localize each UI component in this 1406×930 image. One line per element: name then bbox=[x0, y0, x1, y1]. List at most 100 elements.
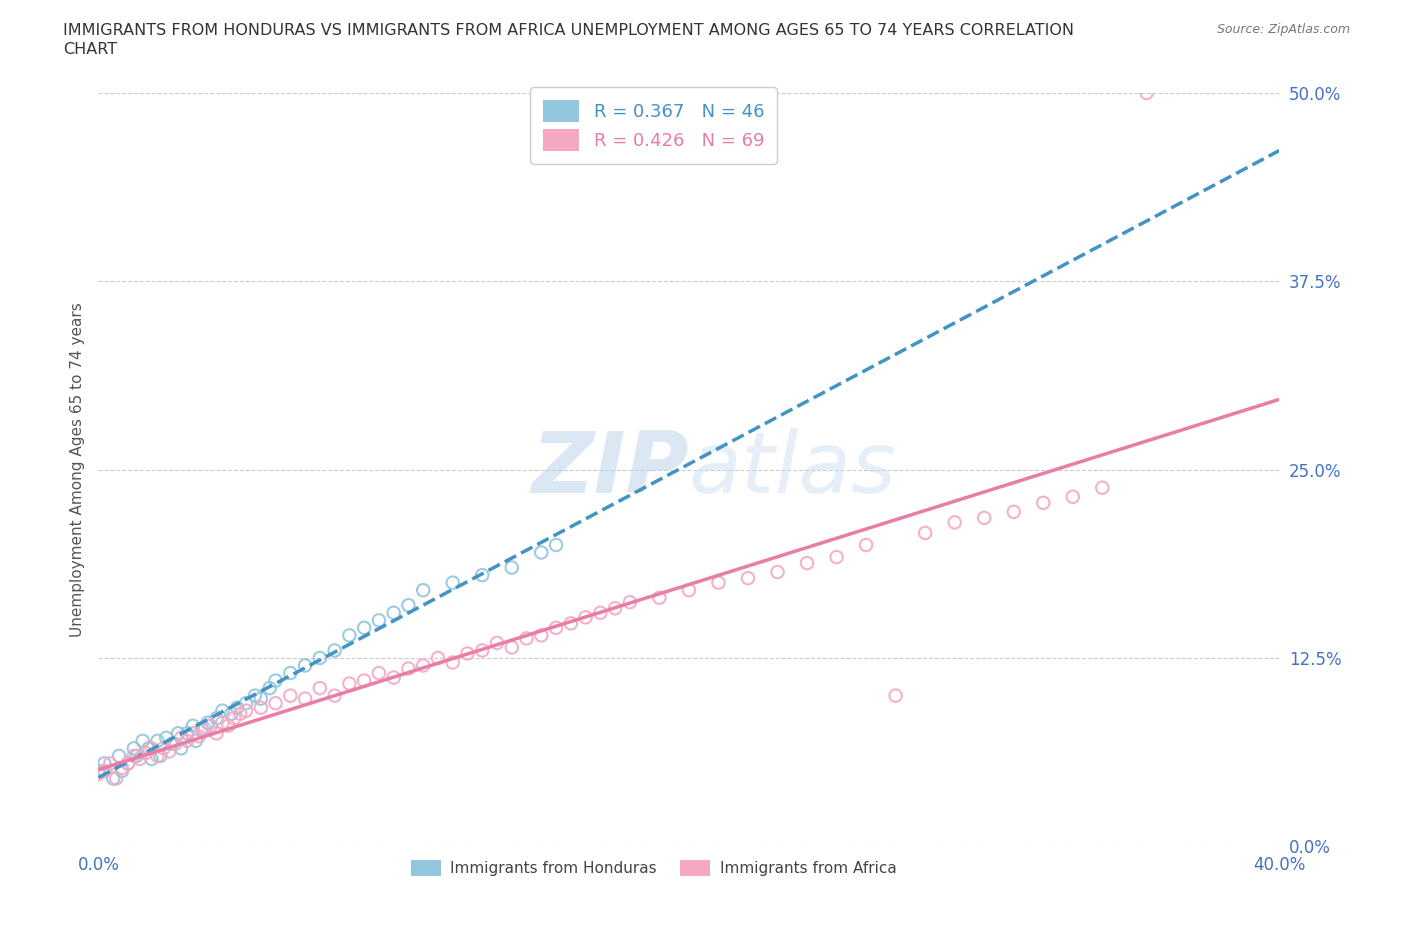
Text: atlas: atlas bbox=[689, 428, 897, 512]
Point bbox=[471, 643, 494, 658]
Point bbox=[226, 700, 249, 715]
Point bbox=[294, 658, 316, 673]
Point bbox=[1136, 86, 1159, 100]
Point bbox=[766, 565, 789, 579]
Point bbox=[546, 538, 568, 552]
Point bbox=[105, 771, 128, 786]
Point bbox=[250, 691, 273, 706]
Point bbox=[471, 567, 494, 582]
Point bbox=[149, 749, 172, 764]
Point bbox=[197, 715, 219, 730]
Point bbox=[353, 620, 375, 635]
Point bbox=[707, 575, 730, 591]
Point bbox=[165, 737, 187, 751]
Point bbox=[194, 722, 217, 737]
Point bbox=[146, 734, 169, 749]
Legend: Immigrants from Honduras, Immigrants from Africa: Immigrants from Honduras, Immigrants fro… bbox=[404, 853, 904, 884]
Point bbox=[737, 571, 759, 586]
Point bbox=[855, 538, 877, 552]
Point bbox=[486, 635, 509, 650]
Point bbox=[187, 729, 209, 744]
Point bbox=[589, 605, 612, 620]
Point bbox=[122, 741, 145, 756]
Point bbox=[914, 525, 936, 540]
Point bbox=[323, 688, 346, 703]
Text: Source: ZipAtlas.com: Source: ZipAtlas.com bbox=[1216, 23, 1350, 36]
Point bbox=[170, 730, 193, 745]
Point bbox=[211, 703, 233, 718]
Point bbox=[294, 691, 316, 706]
Point bbox=[170, 741, 193, 756]
Point bbox=[93, 756, 115, 771]
Point bbox=[184, 734, 207, 749]
Point bbox=[264, 696, 287, 711]
Point bbox=[135, 746, 157, 761]
Point bbox=[1002, 504, 1025, 519]
Point bbox=[235, 703, 257, 718]
Point bbox=[103, 771, 125, 786]
Text: ZIP: ZIP bbox=[531, 428, 689, 512]
Point bbox=[264, 673, 287, 688]
Text: CHART: CHART bbox=[63, 42, 117, 57]
Point bbox=[111, 761, 134, 776]
Point bbox=[259, 681, 281, 696]
Point bbox=[152, 741, 174, 756]
Point bbox=[235, 696, 257, 711]
Point bbox=[87, 766, 110, 781]
Point bbox=[125, 749, 148, 764]
Point bbox=[648, 591, 671, 605]
Point bbox=[162, 737, 183, 751]
Point bbox=[98, 756, 121, 771]
Point bbox=[398, 661, 420, 676]
Point bbox=[501, 640, 523, 655]
Point bbox=[530, 545, 553, 560]
Point bbox=[412, 583, 434, 598]
Point bbox=[825, 550, 848, 565]
Point bbox=[176, 734, 198, 749]
Point bbox=[309, 651, 332, 666]
Point bbox=[546, 620, 568, 635]
Point bbox=[441, 655, 464, 670]
Point bbox=[205, 726, 228, 741]
Point bbox=[157, 744, 180, 759]
Point bbox=[619, 595, 641, 610]
Point bbox=[353, 673, 375, 688]
Point bbox=[1032, 496, 1054, 511]
Point bbox=[943, 515, 966, 530]
Point bbox=[1091, 480, 1114, 495]
Point bbox=[368, 666, 391, 681]
Point bbox=[382, 671, 405, 685]
Point bbox=[111, 764, 134, 778]
Point bbox=[280, 688, 302, 703]
Point bbox=[87, 764, 110, 778]
Point bbox=[1062, 489, 1084, 504]
Point bbox=[973, 511, 995, 525]
Point bbox=[441, 575, 464, 591]
Point bbox=[181, 726, 204, 741]
Point bbox=[167, 726, 190, 741]
Point bbox=[309, 681, 332, 696]
Point bbox=[181, 718, 204, 733]
Point bbox=[117, 756, 139, 771]
Point bbox=[280, 666, 302, 681]
Point bbox=[108, 749, 131, 764]
Point bbox=[530, 628, 553, 643]
Point bbox=[141, 751, 163, 766]
Point bbox=[560, 616, 582, 631]
Point bbox=[678, 583, 700, 598]
Point bbox=[382, 605, 405, 620]
Point bbox=[122, 749, 145, 764]
Point bbox=[93, 764, 115, 778]
Point bbox=[132, 734, 155, 749]
Point bbox=[211, 715, 233, 730]
Point bbox=[117, 756, 139, 771]
Point bbox=[457, 646, 479, 661]
Point bbox=[229, 706, 252, 721]
Point bbox=[796, 555, 818, 570]
Point bbox=[412, 658, 434, 673]
Point bbox=[205, 711, 228, 725]
Point bbox=[501, 560, 523, 575]
Point bbox=[575, 610, 598, 625]
Y-axis label: Unemployment Among Ages 65 to 74 years: Unemployment Among Ages 65 to 74 years bbox=[69, 302, 84, 637]
Point bbox=[323, 643, 346, 658]
